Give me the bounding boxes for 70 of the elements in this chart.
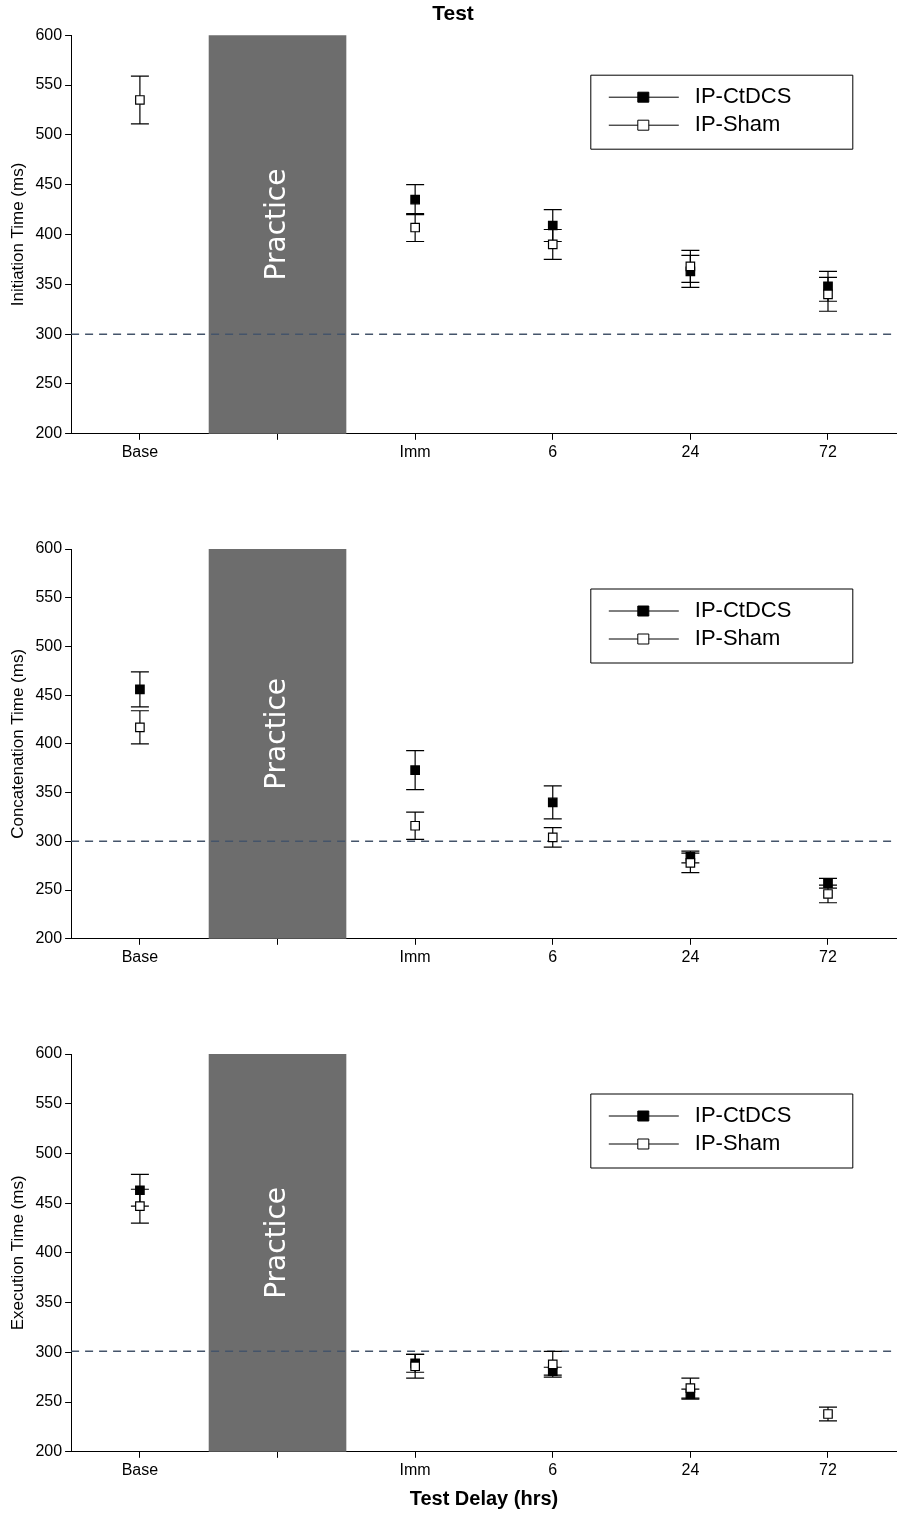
y-tick-label: 600 <box>35 1044 63 1062</box>
x-tick-label: 72 <box>819 947 837 965</box>
y-tick-label: 600 <box>35 25 63 43</box>
point <box>135 684 145 695</box>
y-tick-label: 250 <box>35 880 63 898</box>
x-tick-label: 24 <box>681 947 700 965</box>
y-tick-label: 300 <box>35 1342 63 1360</box>
y-tick-label: 300 <box>35 831 63 849</box>
point <box>547 239 558 250</box>
x-tick-label: Imm <box>399 947 431 965</box>
y-tick-label: 400 <box>35 734 63 752</box>
point <box>410 765 420 776</box>
chart-title: Test <box>432 1 474 25</box>
x-tick-label: 72 <box>819 442 837 460</box>
y-tick-label: 350 <box>35 1293 63 1311</box>
x-tick-label: Base <box>121 1460 159 1478</box>
y-tick-label: 350 <box>35 274 63 292</box>
y-tick-label: 250 <box>35 374 63 392</box>
y-tick-label: 550 <box>35 75 63 93</box>
point <box>410 222 420 233</box>
y-tick-label: 200 <box>35 929 63 947</box>
legend-label: IP-Sham <box>694 111 781 137</box>
y-tick-label: 450 <box>35 685 63 703</box>
point <box>547 797 558 808</box>
x-tick-label: Imm <box>399 1460 431 1478</box>
x-tick-label: 72 <box>819 1460 837 1478</box>
point <box>135 95 145 105</box>
y-tick-label: 500 <box>35 125 63 143</box>
x-axis-title: Test Delay (hrs) <box>409 1486 559 1509</box>
legend-label: IP-Sham <box>694 625 781 651</box>
x-tick-label: 24 <box>681 1460 700 1478</box>
point <box>135 1185 145 1196</box>
y-tick-label: 450 <box>35 1193 63 1211</box>
y-tick-label: 450 <box>35 175 63 193</box>
legend-label: IP-CtDCS <box>694 597 792 623</box>
y-tick-label: 500 <box>35 1143 63 1161</box>
x-tick-label: Imm <box>399 442 431 460</box>
y-tick-label: 550 <box>35 1094 63 1112</box>
point <box>823 878 833 889</box>
legend-label: IP-CtDCS <box>694 1102 792 1128</box>
y-axis-title: Initiation Time (ms) <box>7 162 27 307</box>
legend-label: IP-CtDCS <box>694 83 792 109</box>
x-tick-label: Base <box>121 947 159 965</box>
point <box>410 194 420 205</box>
y-tick-label: 400 <box>35 1243 63 1261</box>
y-tick-label: 200 <box>35 424 63 442</box>
y-tick-label: 400 <box>35 224 63 242</box>
y-tick-label: 500 <box>35 636 63 654</box>
y-axis-title: Concatenation Time (ms) <box>7 648 27 839</box>
y-axis-title: Execution Time (ms) <box>7 1175 27 1331</box>
y-tick-label: 300 <box>35 324 63 342</box>
point <box>547 1359 558 1370</box>
y-tick-label: 600 <box>35 539 63 557</box>
x-tick-label: 6 <box>548 947 558 965</box>
point <box>547 220 558 231</box>
legend-label: IP-Sham <box>694 1130 781 1156</box>
y-tick-label: 250 <box>35 1392 63 1410</box>
y-tick-label: 350 <box>35 783 63 801</box>
x-tick-label: 24 <box>681 442 700 460</box>
point <box>685 261 696 272</box>
band-label: Practice <box>258 168 292 281</box>
y-tick-label: 550 <box>35 588 63 606</box>
point <box>823 289 833 300</box>
point <box>135 1201 145 1211</box>
band-label: Practice <box>258 1186 292 1299</box>
y-tick-label: 200 <box>35 1442 63 1460</box>
x-tick-label: 6 <box>548 442 558 460</box>
band-label: Practice <box>258 677 292 790</box>
x-tick-label: 6 <box>548 1460 558 1478</box>
x-tick-label: Base <box>121 442 159 460</box>
